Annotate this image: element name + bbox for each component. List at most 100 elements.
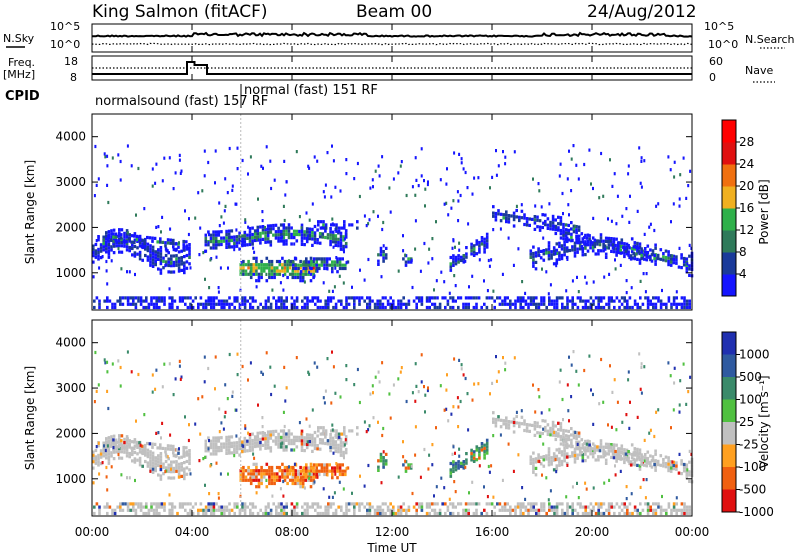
velocity-cell <box>175 463 178 467</box>
power-cell <box>212 246 215 250</box>
power-cell <box>344 241 348 246</box>
velocity-cell <box>638 448 642 452</box>
velocity-cell <box>478 446 481 451</box>
velocity-cell <box>152 511 156 516</box>
velocity-cell <box>183 454 186 458</box>
power-cell <box>583 236 586 240</box>
velocity-cell <box>555 470 558 474</box>
velocity-cell <box>458 454 461 458</box>
velocity-cell <box>145 505 148 509</box>
velocity-cell <box>159 458 163 462</box>
power-cell <box>596 242 599 246</box>
velocity-cell <box>223 511 226 516</box>
power-cell <box>214 230 218 234</box>
power-cell <box>133 254 137 258</box>
power-cell <box>449 262 453 266</box>
velocity-cell <box>685 511 689 516</box>
velocity-cell <box>217 505 221 509</box>
velocity-cell <box>649 428 652 432</box>
velocity-cell <box>327 508 330 512</box>
power-cell <box>576 234 579 238</box>
power-cell <box>159 240 162 244</box>
velocity-cell <box>596 448 599 452</box>
power-cell <box>497 164 500 168</box>
velocity-cell <box>562 432 565 436</box>
velocity-cell <box>178 359 181 363</box>
velocity-cell <box>251 438 254 443</box>
power-cell <box>646 244 650 248</box>
power-cell <box>268 263 271 267</box>
power-cell <box>294 269 297 273</box>
power-cell <box>146 255 150 259</box>
velocity-cell <box>106 360 109 364</box>
power-cell <box>589 305 593 310</box>
power-cell <box>138 235 141 239</box>
power-cell <box>235 202 238 206</box>
velocity-cell <box>295 502 299 506</box>
velocity-cell <box>225 439 228 443</box>
velocity-cell <box>286 469 289 473</box>
power-cell <box>305 240 309 244</box>
velocity-cell <box>248 436 252 440</box>
power-cell <box>548 296 551 300</box>
power-cell <box>174 171 177 175</box>
velocity-cell <box>400 366 403 370</box>
velocity-cell <box>420 505 424 509</box>
power-cell <box>322 220 325 224</box>
power-cell <box>317 220 320 224</box>
power-cell <box>568 213 570 217</box>
velocity-cell <box>134 508 138 512</box>
velocity-cell <box>596 445 599 449</box>
power-cell <box>278 263 282 267</box>
velocity-cell <box>338 472 342 477</box>
power-cell <box>537 302 541 306</box>
velocity-cell <box>564 440 568 444</box>
velocity-cell <box>123 437 126 441</box>
velocity-cell <box>358 508 361 512</box>
velocity-cell <box>558 460 561 464</box>
power-cell <box>287 236 291 240</box>
velocity-cell <box>488 502 491 506</box>
x-tick-label: 12:00 <box>375 525 410 539</box>
velocity-cell <box>157 460 160 464</box>
colorbar-tick-label: 12 <box>739 223 754 237</box>
velocity-cell <box>452 405 455 409</box>
power-cell <box>685 299 689 303</box>
velocity-cell <box>548 505 551 509</box>
power-cell <box>201 189 204 193</box>
power-cell <box>98 299 101 303</box>
power-cell <box>176 305 179 310</box>
power-cell <box>537 247 540 251</box>
velocity-cell <box>334 472 337 476</box>
power-cell <box>105 240 108 244</box>
velocity-cell <box>151 461 155 465</box>
velocity-cell <box>277 442 280 446</box>
velocity-cell <box>251 432 254 436</box>
velocity-cell <box>433 508 437 512</box>
power-cell <box>485 296 489 300</box>
power-cell <box>454 299 457 303</box>
noise-tick-top-right: 10^5 <box>704 20 734 33</box>
velocity-cell <box>688 460 691 464</box>
power-cell <box>483 244 486 248</box>
power-cell <box>119 302 122 306</box>
velocity-cell <box>475 502 478 506</box>
power-cell <box>640 156 643 160</box>
power-cell <box>183 255 186 259</box>
velocity-cell <box>570 363 573 367</box>
velocity-cell <box>97 441 100 445</box>
power-cell <box>249 275 253 280</box>
power-cell <box>340 299 343 303</box>
velocity-cell <box>570 445 573 449</box>
power-cell <box>175 242 178 246</box>
velocity-cell <box>175 466 178 470</box>
velocity-cell <box>465 458 468 462</box>
velocity-cell <box>652 511 655 516</box>
velocity-cell <box>472 511 476 516</box>
power-cell <box>483 240 486 244</box>
velocity-cell <box>577 496 580 500</box>
velocity-cell <box>534 410 537 414</box>
velocity-cell <box>291 475 295 479</box>
power-cell <box>97 177 100 181</box>
power-cell <box>202 302 205 306</box>
